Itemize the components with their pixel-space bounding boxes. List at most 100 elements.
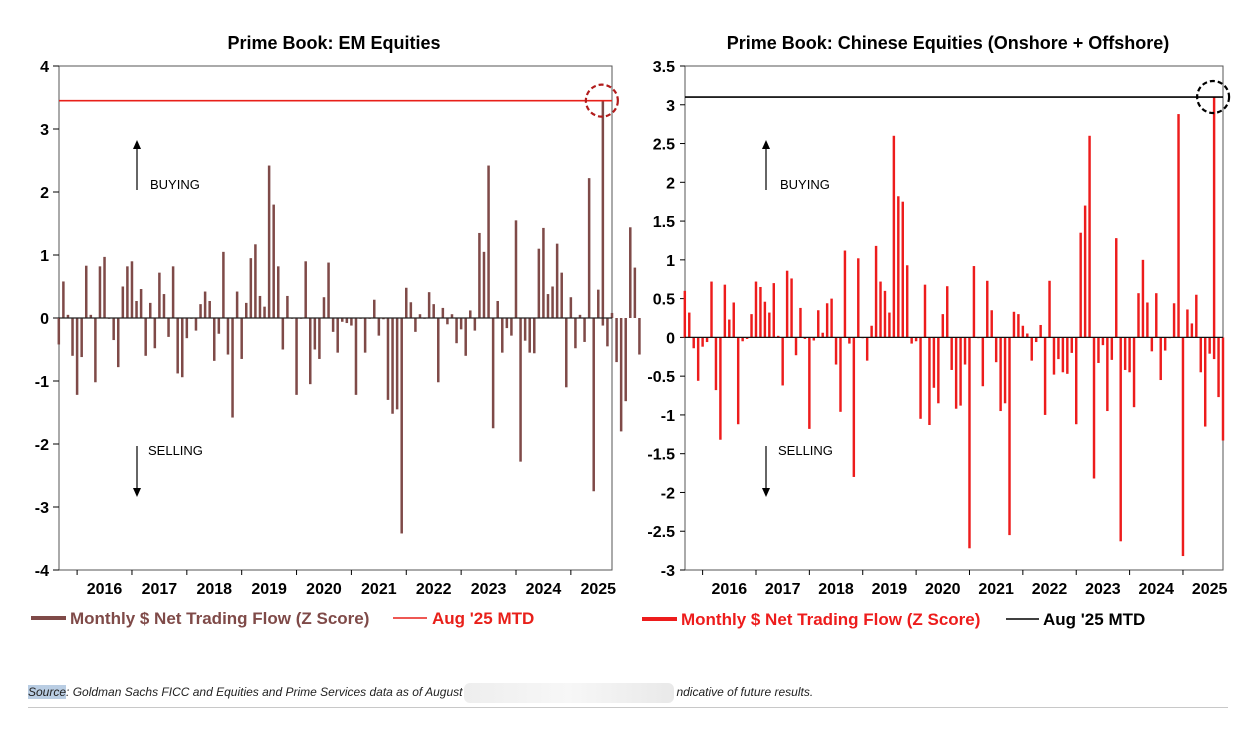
x-tick-label: 2023 (1085, 581, 1121, 598)
bar (258, 295, 262, 318)
bar (363, 318, 367, 353)
bar (57, 318, 61, 345)
bar (928, 337, 931, 426)
bar (98, 266, 102, 318)
y-tick-label: 1 (666, 253, 675, 270)
bar (914, 337, 918, 342)
x-tick-label: 2018 (196, 581, 232, 598)
bar (910, 337, 913, 344)
legend-label-mtd: Aug '25 MTD (1043, 610, 1145, 629)
selling-label: SELLING (148, 443, 203, 458)
bar (171, 266, 175, 318)
y-tick-label: -1.5 (647, 447, 675, 464)
bar (619, 318, 623, 432)
bar (1155, 293, 1158, 338)
bar (103, 256, 106, 318)
bar (772, 283, 776, 338)
bar (990, 310, 993, 338)
x-tick-label: 2019 (872, 581, 908, 598)
bar (897, 196, 900, 338)
bar (455, 318, 458, 344)
bar (723, 284, 727, 338)
y-tick-label: 3.5 (653, 59, 675, 76)
bar (615, 318, 618, 363)
bar (510, 318, 513, 336)
bar (153, 318, 157, 349)
bar (533, 318, 536, 354)
x-tick-label: 2016 (87, 581, 123, 598)
bar (1172, 303, 1176, 338)
bar (391, 318, 394, 414)
bar (870, 325, 873, 338)
x-tick-label: 2023 (471, 581, 507, 598)
bar (478, 232, 481, 318)
bar (799, 307, 802, 338)
y-tick-label: 1.5 (653, 214, 675, 231)
bar (1034, 337, 1038, 343)
bar (295, 318, 298, 395)
y-tick-label: 3 (40, 122, 49, 139)
bar (249, 258, 253, 318)
source-text-end: ndicative of future results. (676, 685, 814, 700)
bar (768, 312, 771, 338)
bar (1186, 309, 1189, 338)
bar (505, 318, 509, 329)
bar (309, 318, 312, 385)
bar (126, 266, 129, 318)
x-tick-label: 2020 (306, 581, 342, 598)
bar (176, 318, 179, 374)
bar (537, 248, 541, 318)
bar (741, 337, 744, 342)
bar (1203, 337, 1207, 427)
bar (84, 265, 88, 318)
bar (437, 318, 440, 383)
bar (839, 337, 842, 412)
bar (1008, 337, 1011, 536)
bar (710, 281, 713, 338)
bar (624, 318, 627, 402)
bar (732, 302, 735, 338)
bar (736, 337, 740, 425)
bar (414, 318, 417, 332)
bar (1026, 333, 1029, 338)
bar (180, 318, 184, 378)
source-text: : Goldman Sachs FICC and Equities and Pr… (66, 685, 463, 700)
y-tick-label: -2 (35, 437, 49, 454)
bar (1190, 323, 1194, 338)
bar (1221, 337, 1225, 441)
bar (1097, 337, 1100, 363)
bar (501, 318, 504, 353)
bar (852, 337, 856, 477)
y-tick-label: 0.5 (653, 292, 675, 309)
bar (272, 204, 275, 318)
bar (281, 318, 285, 350)
bar (1163, 337, 1167, 351)
bar (555, 243, 559, 318)
bar (1177, 114, 1180, 338)
bar (377, 318, 381, 336)
bar (565, 318, 568, 388)
bar (1208, 337, 1211, 354)
bar (194, 318, 198, 331)
legend-label-flow: Monthly $ Net Trading Flow (Z Score) (70, 609, 369, 628)
bar (139, 289, 143, 318)
bar (409, 302, 413, 318)
bar (130, 261, 134, 318)
bar (473, 318, 477, 331)
bar (491, 318, 495, 429)
y-tick-label: 0 (666, 330, 675, 347)
x-tick-label: 2025 (1192, 581, 1228, 598)
bar (318, 318, 321, 359)
bar (62, 281, 65, 318)
bar (546, 294, 550, 318)
bar (825, 303, 829, 338)
bar (888, 312, 891, 338)
y-tick-label: 0 (40, 311, 49, 328)
chart-title: Prime Book: Chinese Equities (Onshore + … (727, 33, 1170, 53)
bar (610, 312, 614, 318)
y-tick-label: 2 (666, 175, 675, 192)
bar (441, 307, 445, 318)
bar (322, 297, 326, 318)
bar (848, 337, 851, 344)
bar (231, 318, 234, 418)
